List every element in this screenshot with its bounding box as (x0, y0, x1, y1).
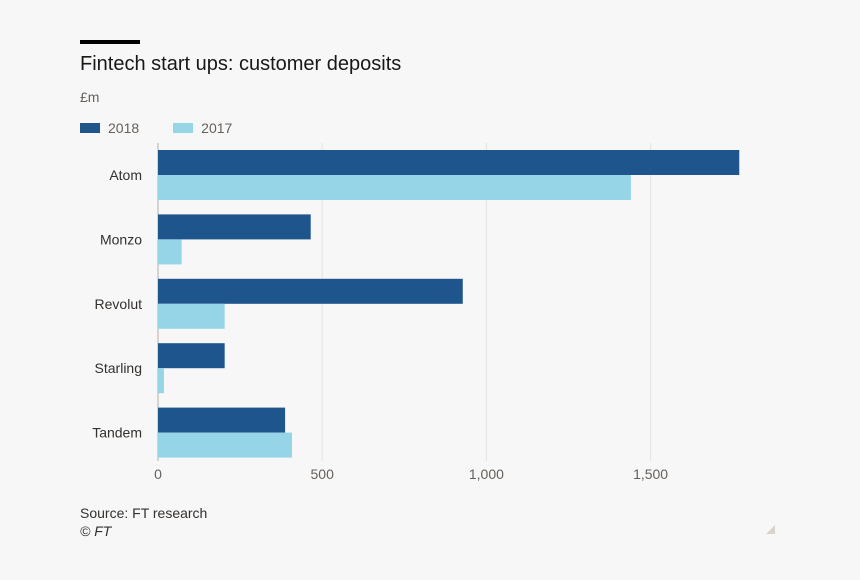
legend-label-2017: 2017 (201, 120, 233, 136)
bar-starling-2018 (158, 343, 225, 369)
corner-triangle-icon (766, 525, 775, 534)
chart-legend: 2018 2017 (80, 120, 266, 136)
category-label-tandem: Tandem (92, 425, 142, 441)
bar-revolut-2018 (158, 278, 463, 304)
chart-unit: £m (80, 89, 100, 105)
x-tick-label-0: 0 (154, 466, 162, 482)
legend-swatch-2018 (80, 123, 100, 133)
bar-monzo-2017 (158, 239, 182, 265)
x-tick-label-500: 500 (311, 466, 335, 482)
source-note: Source: FT research (80, 505, 208, 521)
bar-tandem-2017 (158, 432, 292, 458)
bar-tandem-2018 (158, 407, 286, 433)
category-label-starling: Starling (95, 360, 142, 376)
title-accent-bar (80, 40, 140, 44)
legend-item-2017: 2017 (173, 120, 232, 136)
bar-atom-2018 (158, 150, 740, 175)
bar-revolut-2017 (158, 303, 225, 329)
bar-atom-2017 (158, 175, 631, 200)
chart-title: Fintech start ups: customer deposits (80, 53, 402, 75)
copyright-note: © FT (80, 523, 112, 539)
x-tick-label-1500: 1,500 (633, 466, 668, 482)
bar-monzo-2018 (158, 214, 311, 240)
bar-starling-2017 (158, 368, 164, 394)
legend-swatch-2017 (173, 123, 194, 133)
legend-item-2018: 2018 (80, 120, 139, 136)
legend-label-2018: 2018 (108, 120, 140, 136)
x-tick-label-1000: 1,000 (469, 466, 504, 482)
category-label-monzo: Monzo (100, 231, 142, 247)
category-label-atom: Atom (109, 167, 142, 183)
category-label-revolut: Revolut (95, 296, 143, 312)
